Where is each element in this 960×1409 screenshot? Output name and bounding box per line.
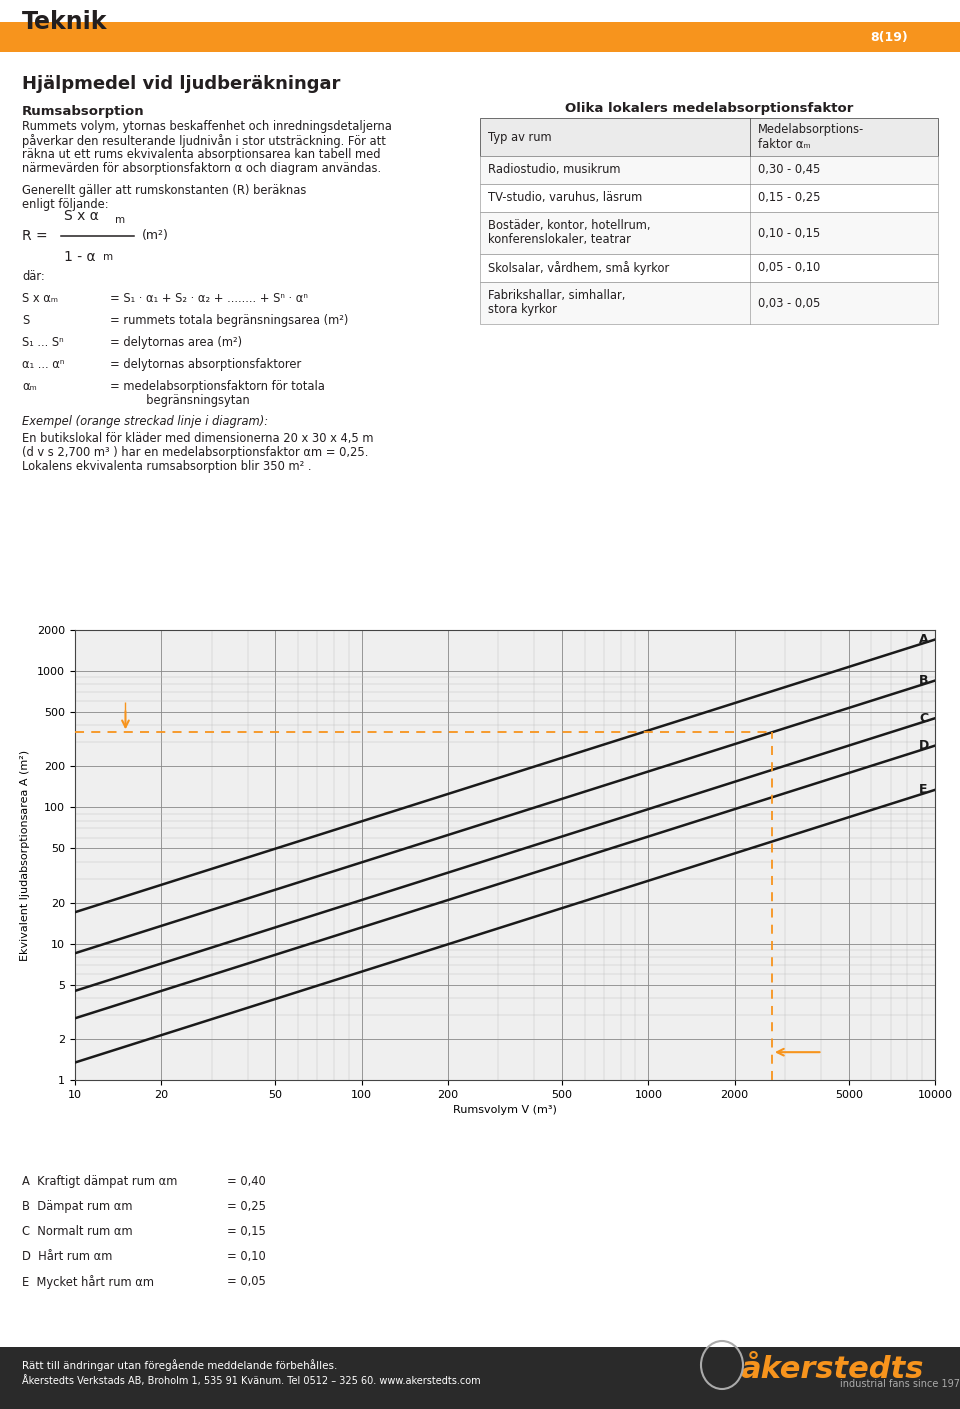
- Text: Olika lokalers medelabsorptionsfaktor: Olika lokalers medelabsorptionsfaktor: [564, 101, 853, 116]
- Text: α₁ ... αⁿ: α₁ ... αⁿ: [22, 358, 64, 371]
- Text: = 0,15: = 0,15: [227, 1224, 266, 1239]
- Text: Bostäder, kontor, hotellrum,: Bostäder, kontor, hotellrum,: [488, 220, 651, 232]
- Text: E: E: [919, 783, 927, 796]
- Text: Typ av rum: Typ av rum: [488, 131, 552, 144]
- Text: industrial fans since 1977: industrial fans since 1977: [840, 1379, 960, 1389]
- Y-axis label: Ekvivalent ljudabsorptionsarea A (m²): Ekvivalent ljudabsorptionsarea A (m²): [20, 750, 30, 961]
- Text: närmevärden för absorptionsfaktorn α och diagram användas.: närmevärden för absorptionsfaktorn α och…: [22, 162, 381, 175]
- Text: Rätt till ändringar utan föregående meddelande förbehålles.: Rätt till ändringar utan föregående medd…: [22, 1360, 337, 1371]
- Text: m: m: [115, 216, 125, 225]
- Text: påverkar den resulterande ljudnivån i stor utsträckning. För att: påverkar den resulterande ljudnivån i st…: [22, 134, 386, 148]
- Bar: [480, 254, 938, 282]
- Text: stora kyrkor: stora kyrkor: [488, 303, 557, 316]
- Bar: [915, 23, 960, 52]
- Text: Fabrikshallar, simhallar,: Fabrikshallar, simhallar,: [488, 289, 625, 303]
- Bar: [0, 1347, 960, 1409]
- Text: Skolsalar, vårdhem, små kyrkor: Skolsalar, vårdhem, små kyrkor: [488, 261, 669, 275]
- Text: Åkerstedts Verkstads AB, Broholm 1, 535 91 Kvänum. Tel 0512 – 325 60. www.akerst: Åkerstedts Verkstads AB, Broholm 1, 535 …: [22, 1375, 481, 1386]
- Text: 0,30 - 0,45: 0,30 - 0,45: [758, 163, 821, 176]
- Text: = 0,10: = 0,10: [227, 1250, 266, 1262]
- Text: = 0,40: = 0,40: [227, 1175, 266, 1188]
- Text: Exempel (orange streckad linje i diagram):: Exempel (orange streckad linje i diagram…: [22, 416, 268, 428]
- Text: = rummets totala begränsningsarea (m²): = rummets totala begränsningsarea (m²): [110, 314, 348, 327]
- Text: räkna ut ett rums ekvivalenta absorptionsarea kan tabell med: räkna ut ett rums ekvivalenta absorption…: [22, 148, 380, 161]
- Text: TV-studio, varuhus, läsrum: TV-studio, varuhus, läsrum: [488, 192, 642, 204]
- Text: = 0,25: = 0,25: [227, 1200, 266, 1213]
- Text: 0,15 - 0,25: 0,15 - 0,25: [758, 192, 821, 204]
- Text: R =: R =: [22, 230, 48, 242]
- Bar: [480, 185, 938, 211]
- Text: B: B: [919, 674, 928, 688]
- Text: A  Kraftigt dämpat rum αm: A Kraftigt dämpat rum αm: [22, 1175, 178, 1188]
- Text: där:: där:: [22, 271, 45, 283]
- Text: konferenslokaler, teatrar: konferenslokaler, teatrar: [488, 232, 631, 245]
- Text: = 0,05: = 0,05: [227, 1275, 266, 1288]
- Text: αₘ: αₘ: [22, 380, 36, 393]
- Text: (m²): (m²): [142, 230, 169, 242]
- Text: C: C: [919, 712, 928, 724]
- Text: 8(19): 8(19): [871, 31, 908, 44]
- Bar: [480, 118, 938, 156]
- Text: Rumsabsorption: Rumsabsorption: [22, 106, 145, 118]
- Text: Lokalens ekvivalenta rumsabsorption blir 350 m² .: Lokalens ekvivalenta rumsabsorption blir…: [22, 459, 311, 473]
- Bar: [480, 282, 938, 324]
- Text: 0,10 - 0,15: 0,10 - 0,15: [758, 227, 820, 240]
- Text: C  Normalt rum αm: C Normalt rum αm: [22, 1224, 132, 1239]
- Bar: [0, 23, 915, 52]
- Text: Hjälpmedel vid ljudberäkningar: Hjälpmedel vid ljudberäkningar: [22, 75, 341, 93]
- Text: = S₁ · α₁ + S₂ · α₂ + ........ + Sⁿ · αⁿ: = S₁ · α₁ + S₂ · α₂ + ........ + Sⁿ · αⁿ: [110, 292, 308, 304]
- Text: E  Mycket hårt rum αm: E Mycket hårt rum αm: [22, 1275, 154, 1289]
- Text: åkerstedts: åkerstedts: [740, 1355, 924, 1384]
- Text: = delytornas absorptionsfaktorer: = delytornas absorptionsfaktorer: [110, 358, 301, 371]
- Text: A: A: [919, 633, 928, 647]
- Text: Medelabsorptions-
faktor αₘ: Medelabsorptions- faktor αₘ: [758, 123, 864, 152]
- Text: S: S: [22, 314, 29, 327]
- Text: S x α: S x α: [64, 209, 99, 223]
- Text: Teknik: Teknik: [22, 10, 108, 34]
- Text: = delytornas area (m²): = delytornas area (m²): [110, 335, 242, 349]
- Text: begränsningsytan: begränsningsytan: [110, 395, 250, 407]
- Text: = medelabsorptionsfaktorn för totala: = medelabsorptionsfaktorn för totala: [110, 380, 324, 393]
- Text: 0,05 - 0,10: 0,05 - 0,10: [758, 262, 820, 275]
- Text: B  Dämpat rum αm: B Dämpat rum αm: [22, 1200, 132, 1213]
- Text: 1 - α: 1 - α: [64, 249, 96, 263]
- Text: Generellt gäller att rumskonstanten (R) beräknas: Generellt gäller att rumskonstanten (R) …: [22, 185, 306, 197]
- Text: Rummets volym, ytornas beskaffenhet och inredningsdetaljerna: Rummets volym, ytornas beskaffenhet och …: [22, 120, 392, 132]
- Text: S x αₘ: S x αₘ: [22, 292, 58, 304]
- Text: Radiostudio, musikrum: Radiostudio, musikrum: [488, 163, 620, 176]
- Text: D  Hårt rum αm: D Hårt rum αm: [22, 1250, 112, 1262]
- Text: S₁ ... Sⁿ: S₁ ... Sⁿ: [22, 335, 63, 349]
- Bar: [480, 156, 938, 185]
- Text: (d v s 2,700 m³ ) har en medelabsorptionsfaktor αm = 0,25.: (d v s 2,700 m³ ) har en medelabsorption…: [22, 447, 369, 459]
- Text: m: m: [103, 252, 113, 262]
- X-axis label: Rumsvolym V (m³): Rumsvolym V (m³): [453, 1105, 557, 1116]
- Text: D: D: [919, 740, 929, 752]
- Text: enligt följande:: enligt följande:: [22, 199, 108, 211]
- Text: En butikslokal för kläder med dimensionerna 20 x 30 x 4,5 m: En butikslokal för kläder med dimensione…: [22, 433, 373, 445]
- Text: 0,03 - 0,05: 0,03 - 0,05: [758, 296, 821, 310]
- Bar: [480, 211, 938, 254]
